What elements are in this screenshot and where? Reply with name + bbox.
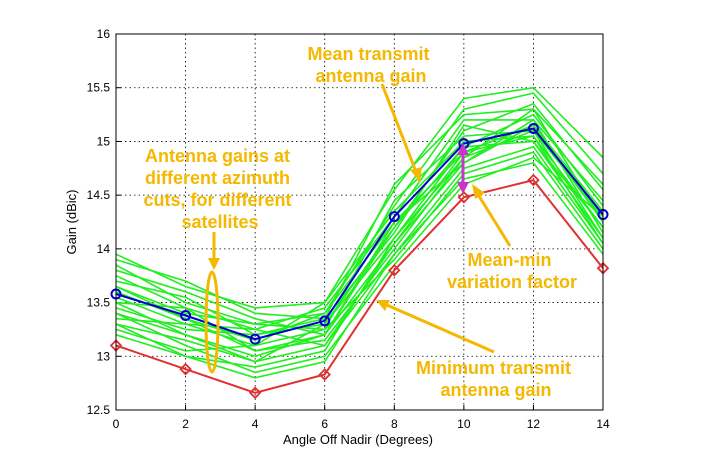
- minimum-gain-point: [457, 191, 471, 204]
- minimum-gain-point: [527, 173, 540, 187]
- minimum-gain-point: [179, 362, 192, 376]
- minimum-gain-point: [318, 368, 331, 381]
- mean-min-arrow-up: [457, 143, 469, 155]
- annotation-minimum-gain: Minimum transmit antenna gain: [416, 358, 576, 400]
- y-axis-label: Gain (dBic): [64, 189, 79, 254]
- mean-gain-arrowhead: [410, 167, 422, 182]
- y-tick-label: 15.5: [87, 81, 111, 95]
- azimuth-gain-curve: [115, 156, 604, 374]
- minimum-gain-point: [388, 264, 401, 277]
- minimum-gain-point: [248, 386, 262, 400]
- mean-gain-point: [527, 123, 539, 135]
- mean-gain-line: [115, 127, 604, 341]
- azimuth-gain-curve: [115, 92, 604, 325]
- y-tick-label: 13.5: [87, 296, 111, 310]
- x-tick-label: 10: [457, 417, 471, 431]
- azimuth-ellipse: [204, 270, 220, 374]
- azimuth-gain-curve: [115, 162, 604, 379]
- azimuth-gain-curve: [115, 140, 604, 363]
- annotation-azimuth-cuts: Antenna gains at different azimuth cuts,…: [143, 146, 296, 232]
- x-tick-label: 4: [252, 417, 259, 431]
- x-tick-label: 14: [596, 417, 610, 431]
- azimuth-gain-curve: [115, 108, 604, 320]
- y-tick-label: 13: [97, 349, 111, 363]
- annotation-mean-gain: Mean transmit antenna gain: [307, 44, 434, 86]
- mean-gain-point: [180, 309, 192, 321]
- azimuth-gain-curve: [115, 86, 604, 309]
- x-tick-label: 2: [182, 417, 189, 431]
- annotation-shapes: [204, 83, 512, 374]
- azimuth-gain-curve: [115, 113, 604, 336]
- y-tick-label: 16: [97, 27, 111, 41]
- y-tick-label: 14: [97, 242, 111, 256]
- y-tick-label: 14.5: [87, 188, 111, 202]
- minimum-gain-line: [115, 178, 604, 394]
- mean-min-arrow-down: [457, 182, 469, 194]
- mean-min-arrowhead: [472, 184, 485, 199]
- x-tick-label: 8: [391, 417, 398, 431]
- azimuth-gain-curve: [115, 135, 604, 347]
- mean-min-arrow: [472, 187, 512, 247]
- series-lines: [115, 127, 604, 394]
- azimuth-gain-curve: [115, 135, 604, 363]
- annotation-mean-min: Mean-min variation factor: [447, 250, 577, 292]
- x-tick-label: 0: [113, 417, 120, 431]
- azimuth-gain-curve: [115, 118, 604, 358]
- y-tick-label: 12.5: [87, 403, 111, 417]
- tick-labels: 0 2 4 6 8 10 12 14 12.5 13 13.5 14 14.5 15 15.5 16: [87, 27, 610, 431]
- plot-frame: [115, 33, 604, 411]
- azimuth-gain-curve: [115, 145, 604, 347]
- mean-gain-point: [388, 211, 400, 223]
- x-tick-label: 12: [527, 417, 541, 431]
- mean-gain-point: [319, 315, 331, 327]
- x-axis-label: Angle Off Nadir (Degrees): [283, 432, 433, 447]
- x-tick-label: 6: [321, 417, 328, 431]
- y-tick-label: 15: [97, 134, 111, 148]
- azimuth-arrowhead: [208, 258, 220, 270]
- minimum-gain-arrow: [379, 300, 495, 354]
- mean-gain-point: [249, 333, 261, 345]
- minimum-gain-arrowhead: [376, 300, 390, 311]
- mean-gain-arrow: [380, 83, 422, 183]
